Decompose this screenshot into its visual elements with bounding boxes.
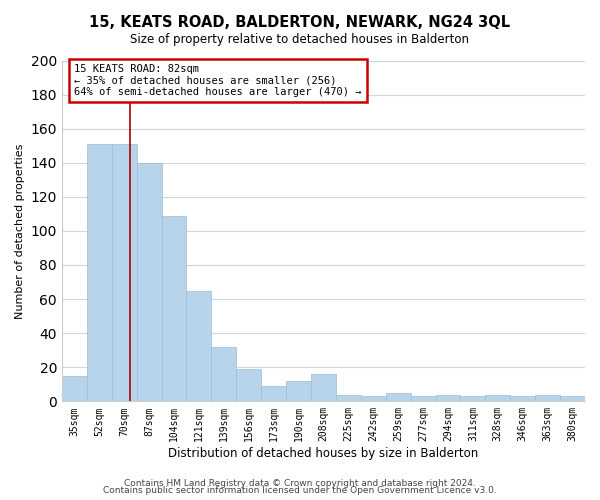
Bar	[560, 396, 585, 402]
Bar	[62, 376, 87, 402]
Bar	[137, 163, 161, 402]
Bar	[460, 396, 485, 402]
Bar	[236, 369, 261, 402]
Bar	[535, 394, 560, 402]
Bar	[261, 386, 286, 402]
Bar	[187, 290, 211, 402]
Text: 15, KEATS ROAD, BALDERTON, NEWARK, NG24 3QL: 15, KEATS ROAD, BALDERTON, NEWARK, NG24 …	[89, 15, 511, 30]
X-axis label: Distribution of detached houses by size in Balderton: Distribution of detached houses by size …	[169, 447, 479, 460]
Bar	[211, 347, 236, 402]
Bar	[87, 144, 112, 402]
Text: Size of property relative to detached houses in Balderton: Size of property relative to detached ho…	[131, 32, 470, 46]
Bar	[336, 394, 361, 402]
Bar	[410, 396, 436, 402]
Bar	[161, 216, 187, 402]
Y-axis label: Number of detached properties: Number of detached properties	[15, 143, 25, 318]
Bar	[510, 396, 535, 402]
Bar	[361, 396, 386, 402]
Bar	[286, 381, 311, 402]
Bar	[485, 394, 510, 402]
Bar	[311, 374, 336, 402]
Bar	[112, 144, 137, 402]
Text: 15 KEATS ROAD: 82sqm
← 35% of detached houses are smaller (256)
64% of semi-deta: 15 KEATS ROAD: 82sqm ← 35% of detached h…	[74, 64, 362, 97]
Bar	[436, 394, 460, 402]
Bar	[386, 393, 410, 402]
Text: Contains public sector information licensed under the Open Government Licence v3: Contains public sector information licen…	[103, 486, 497, 495]
Text: Contains HM Land Registry data © Crown copyright and database right 2024.: Contains HM Land Registry data © Crown c…	[124, 478, 476, 488]
